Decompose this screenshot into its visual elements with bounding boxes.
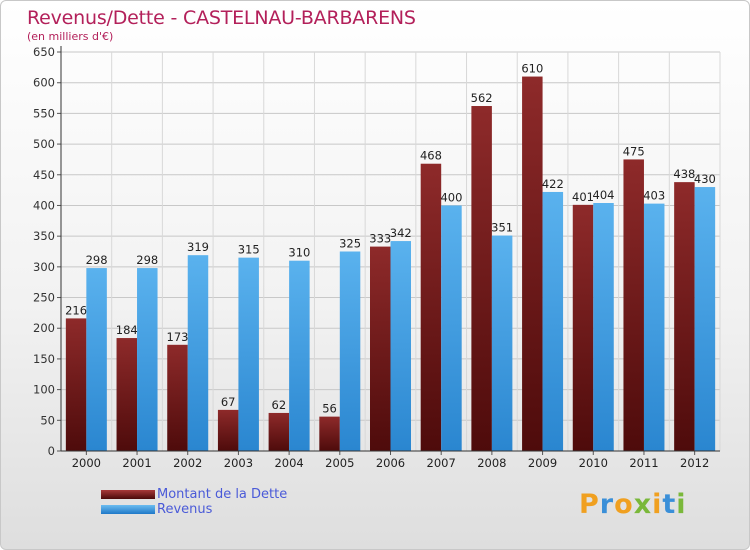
bar-revenue-2012	[694, 187, 716, 452]
proxiti-logo: Proxiti	[579, 489, 687, 520]
data-label-debt-2004: 62	[272, 398, 287, 412]
legend-item-revenue: Revenus	[101, 502, 287, 517]
data-label-debt-2006: 333	[369, 232, 391, 246]
x-tick-label-2012: 2012	[680, 456, 709, 470]
data-label-debt-2001: 184	[116, 323, 138, 337]
y-tick-label-150: 150	[33, 352, 55, 366]
y-tick-label-400: 400	[33, 198, 55, 212]
x-tick-label-2000: 2000	[72, 456, 101, 470]
data-label-revenue-2011: 403	[643, 189, 665, 203]
bar-revenue-2000	[86, 268, 107, 451]
bar-debt-2006	[370, 246, 391, 451]
bar-revenue-2007	[441, 205, 462, 451]
x-tick-label-2006: 2006	[376, 456, 405, 470]
bar-revenue-2001	[137, 268, 158, 451]
y-tick-label-550: 550	[33, 106, 55, 120]
data-label-debt-2010: 401	[572, 190, 594, 204]
legend-label-revenue: Revenus	[157, 502, 213, 517]
data-label-revenue-2002: 319	[187, 240, 209, 254]
bar-debt-2000	[65, 318, 87, 451]
x-tick-label-2010: 2010	[579, 456, 608, 470]
x-tick-label-2002: 2002	[173, 456, 202, 470]
y-tick-label-300: 300	[33, 260, 55, 274]
data-label-revenue-2000: 298	[86, 253, 108, 267]
bar-revenue-2006	[390, 241, 411, 451]
y-tick-label-450: 450	[33, 168, 55, 182]
bar-revenue-2003	[238, 257, 259, 451]
bar-revenue-2005	[339, 251, 361, 451]
x-tick-label-2003: 2003	[224, 456, 253, 470]
bar-debt-2011	[623, 159, 644, 451]
data-label-debt-2012: 438	[673, 167, 695, 181]
legend-swatch-revenue	[101, 505, 155, 514]
legend: Montant de la Dette Revenus	[101, 487, 287, 517]
bar-debt-2012	[674, 182, 695, 452]
bar-debt-2004	[268, 412, 290, 451]
bar-debt-2007	[420, 163, 442, 451]
data-label-debt-2000: 216	[65, 303, 87, 317]
data-label-revenue-2004: 310	[288, 246, 310, 260]
x-tick-label-2011: 2011	[629, 456, 658, 470]
x-tick-label-2001: 2001	[122, 456, 151, 470]
data-label-revenue-2008: 351	[491, 221, 513, 235]
data-label-revenue-2009: 422	[542, 177, 564, 191]
data-label-debt-2011: 475	[623, 144, 645, 158]
y-tick-label-0: 0	[48, 444, 55, 458]
bar-revenue-2008	[491, 235, 513, 451]
x-tick-label-2005: 2005	[325, 456, 354, 470]
y-tick-label-350: 350	[33, 229, 55, 243]
bar-debt-2001	[116, 338, 138, 451]
data-label-revenue-2001: 298	[136, 253, 158, 267]
data-label-debt-2003: 67	[221, 395, 236, 409]
data-label-revenue-2010: 404	[593, 188, 615, 202]
bar-debt-2010	[572, 204, 594, 451]
legend-item-debt: Montant de la Dette	[101, 487, 287, 502]
x-tick-label-2008: 2008	[477, 456, 506, 470]
chart-title: Revenus/Dette - CASTELNAU-BARBARENS	[27, 7, 416, 29]
bar-revenue-2010	[593, 203, 614, 451]
legend-swatch-debt	[101, 490, 155, 499]
y-tick-label-500: 500	[33, 137, 55, 151]
x-tick-label-2004: 2004	[274, 456, 303, 470]
y-tick-label-650: 650	[33, 45, 55, 59]
data-label-revenue-2012: 430	[694, 172, 716, 186]
bar-revenue-2002	[187, 255, 209, 451]
y-tick-label-250: 250	[33, 291, 55, 305]
data-label-debt-2005: 56	[322, 402, 337, 416]
y-tick-label-100: 100	[33, 383, 55, 397]
data-label-debt-2008: 562	[471, 91, 493, 105]
data-label-revenue-2006: 342	[390, 226, 412, 240]
bar-debt-2008	[471, 106, 492, 451]
data-label-revenue-2007: 400	[440, 190, 462, 204]
bar-debt-2009	[522, 76, 543, 452]
y-tick-label-600: 600	[33, 76, 55, 90]
legend-label-debt: Montant de la Dette	[157, 487, 288, 502]
bar-debt-2003	[217, 409, 239, 451]
y-tick-label-200: 200	[33, 321, 55, 335]
bar-debt-2002	[167, 344, 188, 451]
bar-revenue-2009	[542, 191, 564, 452]
bar-revenue-2004	[289, 260, 310, 451]
data-label-revenue-2003: 315	[238, 243, 260, 257]
chart-subtitle: (en milliers d'€)	[27, 30, 114, 43]
data-label-debt-2009: 610	[521, 62, 543, 76]
y-tick-label-50: 50	[40, 413, 55, 427]
bar-revenue-2011	[643, 203, 665, 451]
data-label-debt-2002: 173	[167, 330, 189, 344]
data-label-debt-2007: 468	[420, 149, 442, 163]
x-tick-label-2007: 2007	[427, 456, 456, 470]
x-tick-label-2009: 2009	[528, 456, 557, 470]
bar-debt-2005	[319, 416, 340, 451]
data-label-revenue-2005: 325	[339, 237, 361, 251]
